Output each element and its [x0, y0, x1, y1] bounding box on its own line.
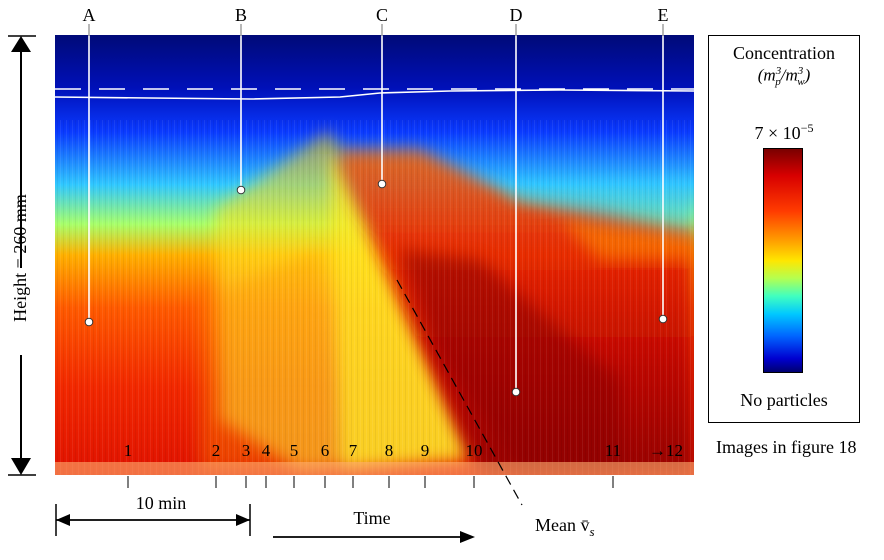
image-tick-label: 4 [262, 441, 271, 460]
image-ticks-caption: Images in figure 18 [716, 437, 857, 457]
image-tick-label: 6 [321, 441, 330, 460]
marker-dot-e [658, 314, 668, 324]
height-arrow [8, 35, 36, 476]
image-tick-label: 2 [212, 441, 221, 460]
marker-dot-b [236, 185, 246, 195]
image-ticks: 1 2 3 4 5 6 7 8 9 10 11 →12 [124, 441, 683, 488]
image-tick-label: 9 [421, 441, 430, 460]
image-tick-label: 10 [466, 441, 483, 460]
image-tick-label: 8 [385, 441, 394, 460]
time-label: Time [353, 508, 390, 528]
y-axis-label: Height = 260 mm [10, 194, 30, 322]
colorbar-max-label: 7 × 10−5 [754, 121, 814, 143]
image-tick-label: 1 [124, 441, 133, 460]
marker-group: A B C D E [83, 5, 669, 397]
scale-bar [55, 504, 251, 536]
mean-velocity-line [396, 279, 523, 506]
image-tick-label: 11 [605, 441, 621, 460]
marker-dot-a [84, 317, 94, 327]
marker-label-e: E [658, 5, 669, 25]
image-tick-label: →12 [649, 441, 683, 460]
marker-label-b: B [235, 5, 247, 25]
image-tick-label: 5 [290, 441, 299, 460]
marker-label-a: A [83, 5, 96, 25]
colorbar-title: Concentration [733, 43, 835, 63]
colorbar [763, 148, 803, 373]
heatmap-image [55, 35, 694, 475]
mean-velocity-label: Mean v̄s [535, 515, 595, 539]
colorbar-min-label: No particles [740, 390, 828, 410]
scale-bar-label: 10 min [136, 493, 187, 513]
marker-dot-d [511, 387, 521, 397]
image-tick-label: 3 [242, 441, 251, 460]
marker-dot-c [377, 179, 387, 189]
marker-label-c: C [376, 5, 388, 25]
time-arrow [273, 531, 475, 543]
colorbar-unit: (m3p/m3w) [757, 65, 811, 89]
marker-label-d: D [510, 5, 523, 25]
image-tick-label: 7 [349, 441, 358, 460]
colorbar-legend: Concentration (m3p/m3w) 7 × 10−5 No part… [708, 35, 860, 423]
